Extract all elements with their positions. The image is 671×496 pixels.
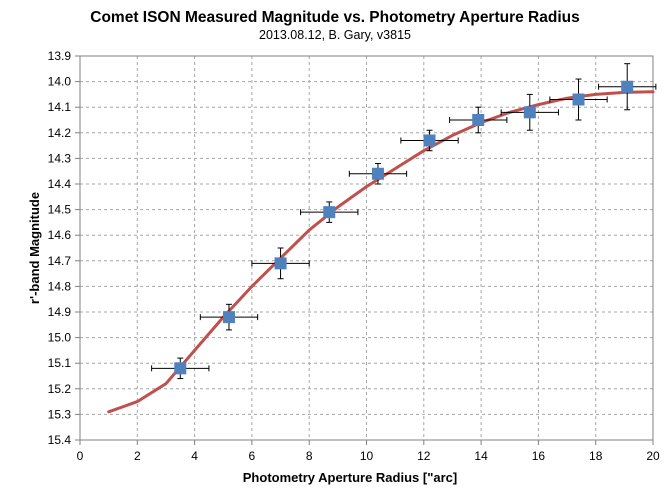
y-tick-label: 14.2 xyxy=(48,126,72,140)
data-marker xyxy=(423,134,436,147)
data-marker xyxy=(222,311,235,324)
x-tick-label: 8 xyxy=(306,449,313,463)
data-point xyxy=(251,247,310,280)
y-tick-label: 15.2 xyxy=(48,382,72,396)
y-tick-label: 15.0 xyxy=(48,331,72,345)
y-axis-label: r'-band Magnitude xyxy=(27,192,42,304)
data-point xyxy=(400,129,459,152)
y-tick-label: 14.8 xyxy=(48,279,72,293)
data-point xyxy=(348,163,408,185)
data-point xyxy=(500,93,559,131)
model-line xyxy=(107,90,655,414)
data-marker xyxy=(371,167,384,180)
data-point xyxy=(449,106,508,134)
y-tick-label: 14.1 xyxy=(48,100,72,114)
y-tick-label: 14.3 xyxy=(48,151,72,165)
data-marker xyxy=(572,93,585,106)
data-point xyxy=(598,63,657,111)
data-marker xyxy=(472,114,485,126)
y-tick-label: 15.3 xyxy=(48,407,72,421)
data-point xyxy=(199,303,259,331)
x-tick-label: 4 xyxy=(191,449,198,463)
data-marker xyxy=(174,362,187,375)
x-tick-label: 14 xyxy=(474,449,488,463)
chart-title: Comet ISON Measured Magnitude vs. Photom… xyxy=(90,9,579,26)
x-tick-label: 10 xyxy=(360,449,374,463)
y-tick-label: 14.7 xyxy=(48,254,72,268)
data-point xyxy=(549,78,608,121)
y-tick-label: 13.9 xyxy=(48,49,72,63)
data-point xyxy=(151,357,210,380)
y-tick-label: 14.5 xyxy=(48,203,72,217)
y-tick-label: 15.1 xyxy=(48,356,72,370)
y-tick-label: 14.0 xyxy=(48,75,72,89)
model-curve xyxy=(107,90,655,414)
x-axis-label: Photometry Aperture Radius ["arc] xyxy=(243,470,457,485)
y-tick-label: 14.4 xyxy=(48,177,72,191)
x-tick-label: 2 xyxy=(134,449,141,463)
data-marker xyxy=(323,206,336,219)
chart-subtitle: 2013.08.12, B. Gary, v3815 xyxy=(259,28,411,42)
data-points xyxy=(151,63,657,380)
data-point xyxy=(300,201,359,223)
y-tick-label: 14.6 xyxy=(48,228,72,242)
data-marker xyxy=(274,257,287,270)
y-tick-label: 14.9 xyxy=(48,305,72,319)
tick-labels: 13.9 14.0 14.1 14.2 14.3 14.4 14.5 14.6 14.7 14.8… xyxy=(48,49,660,463)
x-tick-label: 16 xyxy=(532,449,546,463)
y-tick-label: 15.4 xyxy=(48,433,72,447)
x-tick-label: 18 xyxy=(589,449,603,463)
x-tick-label: 0 xyxy=(77,449,84,463)
plot-area xyxy=(79,55,654,441)
x-tick-label: 20 xyxy=(646,449,660,463)
data-marker xyxy=(621,80,634,93)
x-tick-label: 12 xyxy=(417,449,431,463)
x-tick-label: 6 xyxy=(249,449,256,463)
data-marker xyxy=(523,106,536,119)
